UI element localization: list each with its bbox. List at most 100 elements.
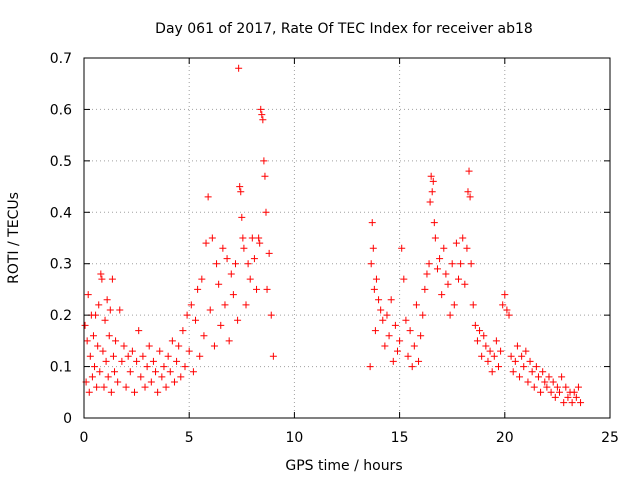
data-point — [83, 337, 91, 345]
data-point — [265, 249, 273, 257]
data-point — [200, 332, 208, 340]
data-point — [164, 352, 172, 360]
data-point — [257, 105, 265, 113]
data-point — [92, 311, 100, 319]
y-tick-label: 0.5 — [50, 154, 72, 170]
data-point — [497, 347, 505, 355]
data-point — [461, 280, 469, 288]
data-point — [124, 352, 132, 360]
x-axis-label: GPS time / hours — [285, 458, 402, 474]
data-point — [130, 388, 138, 396]
data-points — [81, 64, 585, 407]
data-point — [367, 260, 375, 268]
data-point — [89, 332, 97, 340]
data-point — [239, 234, 247, 242]
data-point — [122, 383, 130, 391]
data-point — [135, 327, 143, 335]
data-point — [162, 383, 170, 391]
data-point — [379, 316, 387, 324]
data-point — [486, 347, 494, 355]
data-point — [100, 383, 108, 391]
data-point — [91, 363, 99, 371]
data-point — [194, 285, 202, 293]
data-point — [560, 399, 568, 407]
data-point — [96, 368, 104, 376]
data-point — [126, 368, 134, 376]
data-point — [564, 393, 572, 401]
data-point — [532, 363, 540, 371]
data-point — [415, 357, 423, 365]
data-point — [219, 244, 227, 252]
data-point — [572, 393, 580, 401]
x-tick-label: 5 — [185, 430, 194, 446]
y-tick-label: 0.3 — [50, 257, 72, 273]
data-point — [81, 321, 89, 329]
data-point — [499, 301, 507, 309]
chart-title: Day 061 of 2017, Rate Of TEC Index for r… — [155, 21, 533, 37]
data-point — [260, 157, 268, 165]
data-point — [85, 388, 93, 396]
data-point — [429, 177, 437, 185]
data-point — [450, 301, 458, 309]
data-point — [513, 342, 521, 350]
data-point — [516, 373, 524, 381]
data-point — [154, 388, 162, 396]
data-point — [147, 378, 155, 386]
data-point — [463, 244, 471, 252]
data-point — [181, 363, 189, 371]
data-point — [369, 244, 377, 252]
data-point — [120, 342, 128, 350]
data-point — [217, 321, 225, 329]
data-point — [204, 193, 212, 201]
data-point — [102, 357, 110, 365]
data-point — [396, 337, 404, 345]
data-point — [480, 332, 488, 340]
data-point — [509, 368, 517, 376]
data-point — [438, 291, 446, 299]
data-point — [452, 239, 460, 247]
data-point — [488, 368, 496, 376]
data-point — [235, 64, 243, 72]
data-point — [556, 388, 564, 396]
data-point — [371, 327, 379, 335]
data-point — [391, 321, 399, 329]
data-point — [547, 388, 555, 396]
data-point — [152, 368, 160, 376]
data-point — [421, 285, 429, 293]
data-point — [166, 368, 174, 376]
data-point — [145, 342, 153, 350]
data-point — [387, 296, 395, 304]
data-point — [259, 116, 267, 124]
data-point — [93, 383, 101, 391]
data-point — [534, 373, 542, 381]
data-point — [518, 352, 526, 360]
data-point — [158, 373, 166, 381]
data-point — [476, 327, 484, 335]
data-point — [229, 291, 237, 299]
data-point — [223, 255, 231, 263]
data-point — [383, 311, 391, 319]
data-point — [370, 285, 378, 293]
data-point — [208, 234, 216, 242]
data-point — [404, 352, 412, 360]
data-point — [440, 244, 448, 252]
data-point — [402, 316, 410, 324]
plot-frame — [83, 57, 611, 419]
data-point — [255, 234, 263, 242]
y-tick-label: 0.6 — [50, 102, 72, 118]
data-point — [570, 388, 578, 396]
data-point — [577, 399, 585, 407]
data-point — [246, 275, 254, 283]
y-tick-label: 0.2 — [50, 308, 72, 324]
data-point — [501, 291, 509, 299]
data-point — [400, 275, 408, 283]
data-point — [240, 244, 248, 252]
y-tick-label: 0.4 — [50, 205, 72, 221]
data-point — [238, 213, 246, 221]
data-point — [250, 255, 258, 263]
data-point — [541, 378, 549, 386]
data-point — [375, 296, 383, 304]
data-point — [198, 275, 206, 283]
